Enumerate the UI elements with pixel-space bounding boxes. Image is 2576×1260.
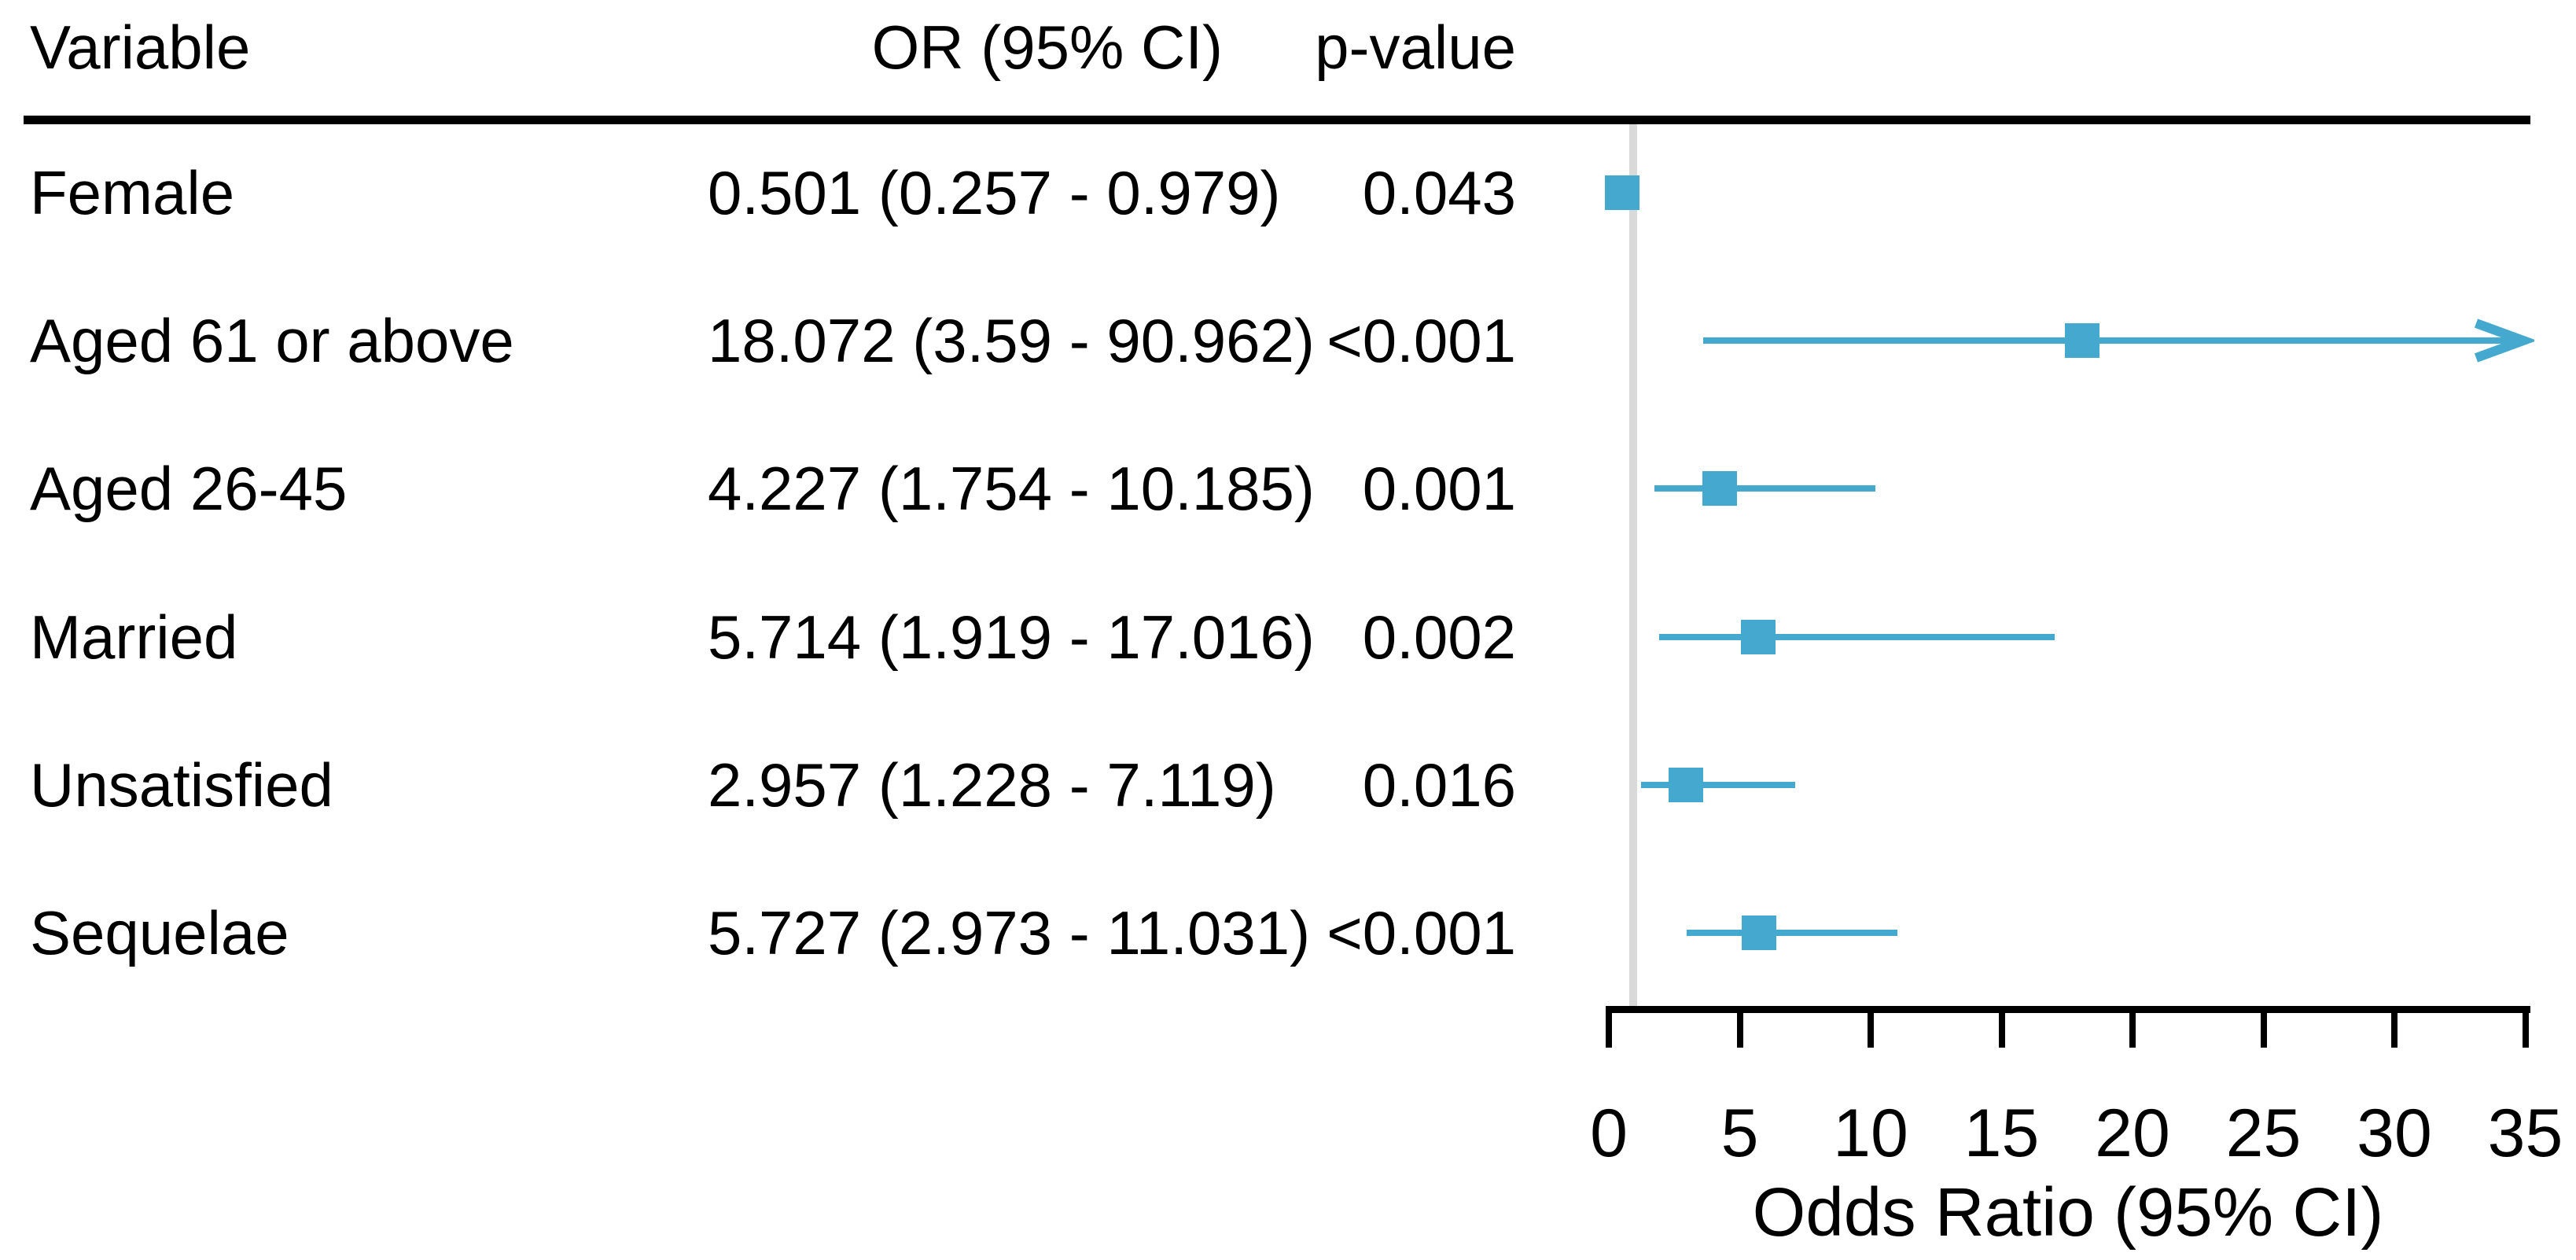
x-axis-tick <box>1606 1010 1612 1048</box>
header-rule <box>24 116 2530 124</box>
row-or-ci-value: 5.727 (2.973 - 11.031) <box>708 898 1311 967</box>
x-axis-tick-label: 0 <box>1590 1096 1628 1171</box>
x-axis-tick-label: 10 <box>1833 1096 1908 1171</box>
row-variable-label: Aged 61 or above <box>30 306 514 376</box>
or-point-marker <box>1604 175 1639 210</box>
x-axis-tick <box>1868 1010 1874 1048</box>
x-axis-tick <box>2260 1010 2267 1048</box>
x-axis-tick-label: 30 <box>2357 1096 2432 1171</box>
or-point-marker <box>1669 767 1704 802</box>
reference-line <box>1629 124 1637 1006</box>
row-variable-label: Aged 26-45 <box>30 454 348 524</box>
or-point-marker <box>1741 916 1776 950</box>
x-axis-tick-label: 35 <box>2487 1096 2563 1171</box>
x-axis-tick <box>2129 1010 2136 1048</box>
row-p-value: <0.001 <box>1327 898 1516 967</box>
row-p-value: <0.001 <box>1327 306 1516 376</box>
row-variable-label: Female <box>30 158 235 227</box>
ci-line <box>1702 337 2522 344</box>
row-p-value: 0.002 <box>1362 602 1516 672</box>
row-p-value: 0.016 <box>1362 750 1516 820</box>
ci-line <box>1658 633 2055 640</box>
x-axis-tick <box>2522 1010 2529 1048</box>
x-axis-tick-label: 25 <box>2225 1096 2302 1171</box>
row-or-ci-value: 5.714 (1.919 - 17.016) <box>708 602 1315 672</box>
x-axis-tick-label: 20 <box>2095 1096 2170 1171</box>
x-axis-tick-label: 15 <box>1963 1096 2040 1171</box>
or-point-marker <box>1702 471 1737 507</box>
x-axis-tick-label: 5 <box>1720 1096 1759 1171</box>
ci-arrow-icon <box>2474 319 2534 363</box>
or-point-marker <box>1741 619 1776 654</box>
row-or-ci-value: 2.957 (1.228 - 7.119) <box>708 750 1276 820</box>
x-axis-line <box>1606 1006 2530 1013</box>
row-p-value: 0.001 <box>1362 454 1516 524</box>
ci-line <box>1654 485 1876 492</box>
row-or-ci-value: 0.501 (0.257 - 0.979) <box>708 158 1281 227</box>
row-variable-label: Married <box>30 602 238 672</box>
column-header-or-ci: OR (95% CI) <box>871 13 1223 82</box>
ci-line <box>1640 781 1796 788</box>
row-variable-label: Sequelae <box>30 898 289 967</box>
row-or-ci-value: 18.072 (3.59 - 90.962) <box>708 306 1315 376</box>
ci-line <box>1687 930 1898 936</box>
column-header-variable: Variable <box>30 13 251 82</box>
row-or-ci-value: 4.227 (1.754 - 10.185) <box>708 454 1315 524</box>
column-header-p-value: p-value <box>1315 13 1516 82</box>
or-point-marker <box>2064 323 2099 359</box>
x-axis-tick <box>1998 1010 2005 1048</box>
x-axis-tick <box>2391 1010 2398 1048</box>
x-axis-tick <box>1736 1010 1743 1048</box>
x-axis-title: Odds Ratio (95% CI) <box>1752 1174 2384 1251</box>
row-variable-label: Unsatisfied <box>30 750 333 820</box>
row-p-value: 0.043 <box>1362 158 1516 227</box>
